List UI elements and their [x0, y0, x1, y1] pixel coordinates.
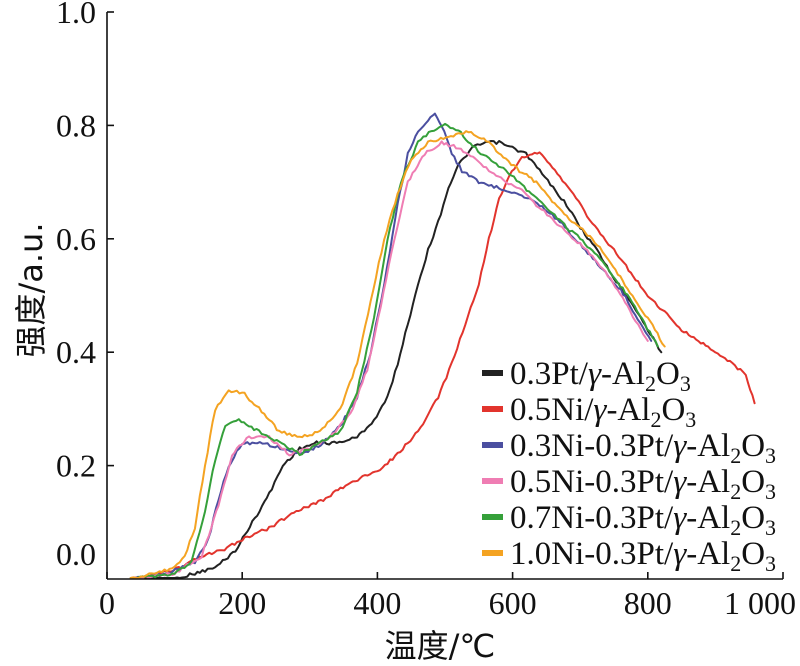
series-line-1-0ni-0-3pt-gamma-al2o3: [129, 130, 666, 579]
legend-item: 0.3Ni-0.3Pt/γ-Al2O3: [482, 428, 776, 468]
series-line-0-3pt-gamma-al2o3: [133, 140, 663, 579]
series-line-0-5ni-gamma-al2o3: [136, 151, 756, 579]
legend-label-part: -Al: [686, 464, 730, 500]
x-tick-label: 600: [489, 585, 537, 621]
legend-label-part: O: [656, 356, 680, 392]
legend: 0.3Pt/γ-Al2O30.5Ni/γ-Al2O30.3Ni-0.3Pt/γ-…: [482, 356, 776, 576]
legend-label-part: 3: [765, 479, 776, 504]
x-tick-label: 800: [624, 585, 672, 621]
series-line-0-7ni-0-3pt-gamma-al2o3: [129, 122, 659, 579]
legend-label-part: 1.0Ni-0.3Pt/: [510, 536, 674, 572]
y-tick-label: 1.0: [56, 0, 96, 30]
legend-label-part: 2: [730, 479, 741, 504]
legend-label-part: γ: [593, 392, 607, 428]
legend-label-part: 0.3Ni-0.3Pt/: [510, 428, 674, 464]
legend-label-part: 2: [650, 407, 661, 432]
legend-label: 0.5Ni-0.3Pt/γ-Al2O3: [510, 464, 776, 504]
x-tick-label: 200: [218, 585, 266, 621]
legend-label-part: O: [741, 428, 765, 464]
x-tick-label: 400: [353, 585, 401, 621]
y-tick-label: 0.6: [56, 221, 96, 257]
y-tick-label: 0.8: [56, 107, 96, 143]
legend-label-part: 3: [765, 443, 776, 468]
legend-label-part: 2: [730, 551, 741, 576]
legend-item: 0.7Ni-0.3Pt/γ-Al2O3: [482, 500, 776, 540]
legend-label-part: -Al: [601, 356, 645, 392]
legend-label-part: 2: [645, 371, 656, 396]
legend-item: 0.5Ni-0.3Pt/γ-Al2O3: [482, 464, 776, 504]
legend-item: 0.5Ni/γ-Al2O3: [482, 392, 696, 432]
legend-label-part: 3: [765, 515, 776, 540]
x-tick-label: 0: [99, 585, 115, 621]
legend-label-part: O: [741, 500, 765, 536]
legend-label-part: γ: [673, 536, 687, 572]
y-axis-title: 强度/a.u.: [12, 222, 50, 357]
legend-label-part: -Al: [686, 428, 730, 464]
legend-label: 0.7Ni-0.3Pt/γ-Al2O3: [510, 500, 776, 540]
y-tick-label: 0.0: [56, 536, 96, 572]
legend-label-part: 0.3Pt/: [510, 356, 589, 392]
legend-label-part: 3: [765, 551, 776, 576]
legend-item: 1.0Ni-0.3Pt/γ-Al2O3: [482, 536, 776, 576]
legend-label-part: 3: [685, 407, 696, 432]
legend-label: 0.3Pt/γ-Al2O3: [510, 356, 691, 396]
legend-label-part: -Al: [606, 392, 650, 428]
series-line-0-3ni-0-3pt-gamma-al2o3: [129, 112, 653, 579]
y-axis-ticks: 0.0 0.2 0.4 0.6 0.8 1.0: [56, 0, 114, 572]
x-tick-label: 1 000: [724, 585, 796, 621]
legend-label-part: O: [741, 464, 765, 500]
legend-label: 1.0Ni-0.3Pt/γ-Al2O3: [510, 536, 776, 576]
x-axis-ticks: 0 200 400 600 800 1 000: [99, 572, 796, 621]
x-axis-title: 温度/℃: [385, 627, 496, 665]
plot-series: [129, 112, 756, 579]
legend-label-part: -Al: [686, 536, 730, 572]
legend-label-part: γ: [673, 428, 687, 464]
legend-label-part: 0.7Ni-0.3Pt/: [510, 500, 674, 536]
legend-label-part: 0.5Ni-0.3Pt/: [510, 464, 674, 500]
series-line-0-5ni-0-3pt-gamma-al2o3: [129, 140, 649, 579]
legend-label-part: γ: [673, 464, 687, 500]
legend-item: 0.3Pt/γ-Al2O3: [482, 356, 691, 396]
legend-label-part: -Al: [686, 500, 730, 536]
legend-label: 0.5Ni/γ-Al2O3: [510, 392, 696, 432]
legend-label-part: γ: [673, 500, 687, 536]
y-tick-label: 0.2: [56, 448, 96, 484]
legend-label-part: O: [741, 536, 765, 572]
legend-label: 0.3Ni-0.3Pt/γ-Al2O3: [510, 428, 776, 468]
y-tick-label: 0.4: [56, 334, 96, 370]
legend-label-part: 2: [730, 515, 741, 540]
legend-label-part: 3: [680, 371, 691, 396]
legend-label-part: γ: [588, 356, 602, 392]
legend-label-part: O: [661, 392, 685, 428]
legend-label-part: 2: [730, 443, 741, 468]
legend-label-part: 0.5Ni/: [510, 392, 594, 428]
